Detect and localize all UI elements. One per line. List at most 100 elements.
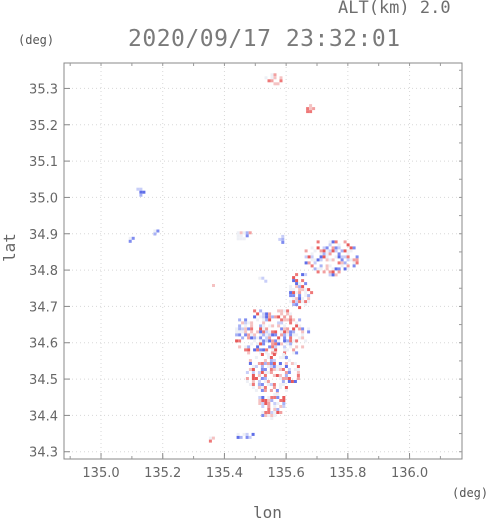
echo-pixel — [307, 288, 311, 292]
echo-pixel — [298, 306, 302, 310]
echo-pixel — [254, 356, 258, 359]
echo-pixel — [274, 345, 278, 349]
echo-pixel — [245, 371, 249, 374]
echo-pixel — [295, 279, 299, 283]
axis-ticks: 135.0 135.2 135.4 135.6 135.8 136.0 34.3 34.4 34… — [29, 63, 462, 481]
echo-pixel — [235, 333, 239, 337]
echo-pixel — [212, 284, 215, 287]
y-axis-unit: (deg) — [18, 33, 55, 47]
echo-pixel — [280, 327, 284, 331]
echo-pixel — [346, 243, 350, 247]
echo-pixel — [349, 246, 353, 250]
echo-pixel — [316, 258, 320, 262]
echo-pixel — [307, 300, 311, 304]
echo-pixel — [319, 249, 323, 253]
echo-pixel — [292, 297, 296, 301]
echo-pixel — [256, 348, 260, 352]
echo-pixel — [310, 258, 314, 262]
echo-pixel — [248, 359, 252, 362]
echo-pixel — [264, 399, 268, 402]
echo-pixel — [250, 342, 254, 346]
echo-pixel — [304, 255, 308, 259]
echo-pixel — [298, 294, 302, 298]
echo-pixel — [310, 291, 314, 295]
echo-pixel — [312, 107, 316, 111]
echo-pixel — [276, 82, 280, 86]
echo-pixel — [242, 432, 246, 436]
echo-pixel — [284, 386, 288, 389]
echo-pixel — [250, 321, 254, 325]
echo-pixel — [241, 336, 245, 340]
echo-pixel — [261, 396, 265, 399]
echo-pixel — [238, 327, 242, 331]
echo-pixel — [307, 261, 311, 265]
echo-pixel — [278, 383, 282, 386]
echo-pixel — [337, 246, 341, 250]
echo-pixel — [280, 342, 284, 346]
echo-pixel — [250, 330, 254, 334]
echo-pixel — [242, 237, 246, 241]
echo-pixel — [259, 336, 263, 340]
echo-pixel — [211, 436, 215, 440]
echo-pixel — [316, 270, 320, 274]
echo-pixel — [245, 432, 249, 436]
echo-pixel — [346, 258, 350, 262]
echo-pixel — [268, 333, 272, 337]
echo-pixel — [266, 362, 270, 365]
y-tick-label: 34.6 — [29, 337, 58, 352]
echo-pixel — [248, 362, 252, 365]
echo-pixel — [275, 368, 279, 371]
echo-pixel — [277, 336, 281, 340]
echo-pixel — [247, 336, 251, 340]
x-tick-label: 135.2 — [144, 466, 181, 481]
echo-pixel — [340, 261, 344, 265]
echo-pixel — [298, 285, 302, 289]
echo-pixel — [283, 324, 287, 328]
echo-pixel — [245, 234, 249, 238]
echo-pixel — [304, 339, 308, 343]
echo-pixel — [257, 371, 261, 374]
echo-pixel — [325, 255, 329, 259]
echo-pixel — [260, 389, 264, 392]
echo-pixel — [245, 231, 249, 235]
echo-pixel — [268, 318, 272, 322]
echo-pixel — [139, 190, 143, 194]
echo-pixel — [279, 405, 283, 408]
echo-pixel — [238, 345, 242, 349]
echo-pixel — [277, 321, 281, 325]
echo-pixel — [270, 76, 274, 80]
echo-pixel — [334, 246, 338, 250]
echo-pixel — [265, 333, 269, 337]
echo-pixel — [284, 374, 288, 377]
echo-pixel — [284, 362, 288, 365]
echo-pixel — [263, 386, 267, 389]
echo-pixel — [259, 327, 263, 331]
echo-pixel — [236, 237, 240, 241]
echo-pixel — [283, 345, 287, 349]
echo-pixel — [274, 333, 278, 337]
echo-pixel — [286, 312, 290, 316]
echo-pixel — [268, 339, 272, 343]
echo-pixel — [270, 417, 274, 420]
echo-pixel — [337, 252, 341, 256]
echo-pixel — [274, 348, 278, 352]
echo-pixel — [306, 110, 310, 114]
echo-pixel — [295, 351, 299, 355]
echo-pixel — [343, 267, 347, 271]
echo-pixel — [265, 312, 269, 316]
echo-pixel — [259, 315, 263, 319]
echo-pixel — [260, 353, 264, 356]
echo-pixel — [282, 399, 286, 402]
echo-pixel — [289, 345, 293, 349]
echo-pixel — [331, 267, 335, 271]
echo-pixel — [235, 330, 239, 334]
echo-pixel — [241, 330, 245, 334]
echo-pixel — [292, 294, 296, 298]
y-tick-label: 34.4 — [29, 409, 58, 424]
echo-pixel — [235, 327, 239, 331]
echo-pixel — [261, 405, 265, 408]
echo-pixel — [273, 82, 277, 86]
echo-pixel — [263, 389, 267, 392]
echo-pixel — [273, 405, 277, 408]
echo-pixel — [257, 374, 261, 377]
